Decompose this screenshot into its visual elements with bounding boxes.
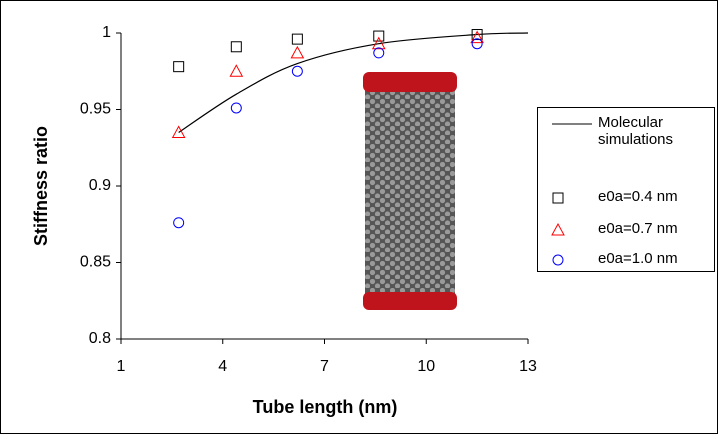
- legend: Molecular simulations e0a=0.4 nm e0a=0.7 n…: [537, 107, 715, 272]
- x-axis-title: Tube length (nm): [253, 397, 398, 417]
- y-tick-label: 0.8: [89, 330, 111, 347]
- legend-label: e0a=0.7 nm: [598, 220, 708, 237]
- triangle-marker: [552, 224, 564, 235]
- legend-symbol: [544, 220, 592, 240]
- legend-label: e0a=1.0 nm: [598, 250, 708, 267]
- y-tick-label: 0.85: [80, 254, 111, 271]
- legend-symbol: [544, 188, 592, 208]
- x-tick-label: 4: [218, 358, 227, 375]
- x-tick-label: 10: [417, 358, 435, 375]
- legend-symbol: [544, 250, 592, 270]
- x-tick-label: 13: [519, 358, 537, 375]
- nanotube-image: [363, 72, 457, 310]
- y-tick-label: 0.9: [89, 177, 111, 194]
- y-axis-title: Stiffness ratio: [31, 126, 51, 246]
- circle-marker: [553, 255, 563, 265]
- legend-label: Molecular simulations: [598, 114, 708, 148]
- square-marker: [553, 193, 563, 203]
- legend-symbol: [544, 114, 592, 134]
- x-tick-label: 1: [117, 358, 126, 375]
- y-tick-label: 0.95: [80, 101, 111, 118]
- y-tick-label: 1: [102, 24, 111, 41]
- page: Tube length (nm) Stiffness ratio 0.8 0.85…: [0, 0, 718, 434]
- x-tick-label: 7: [320, 358, 329, 375]
- legend-label: e0a=0.4 nm: [598, 188, 708, 205]
